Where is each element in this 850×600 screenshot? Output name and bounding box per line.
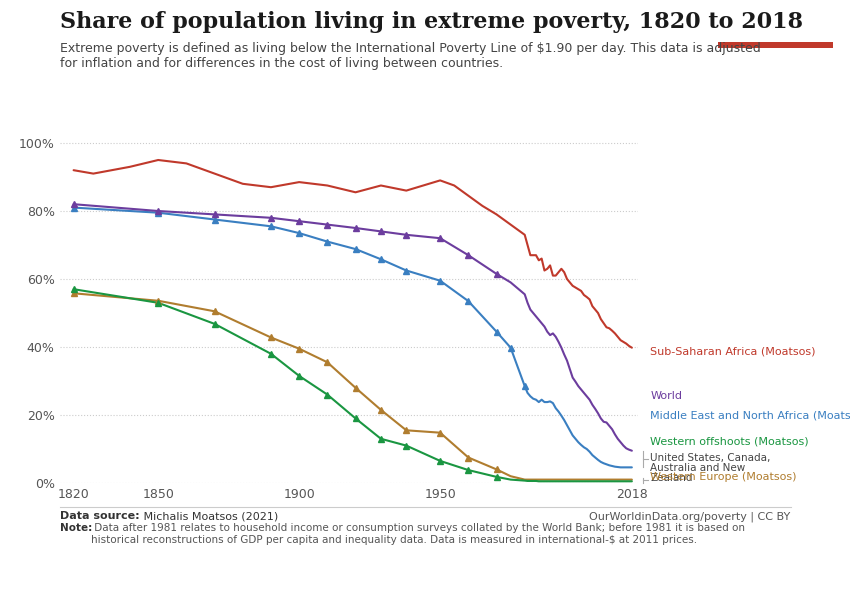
Text: Western Europe (Moatsos): Western Europe (Moatsos): [650, 472, 796, 482]
Text: in Data: in Data: [753, 26, 798, 36]
Text: Michalis Moatsos (2021): Michalis Moatsos (2021): [140, 511, 279, 521]
Text: OurWorldinData.org/poverty | CC BY: OurWorldinData.org/poverty | CC BY: [589, 511, 790, 521]
Text: Data source:: Data source:: [60, 511, 139, 521]
Text: Australia and New: Australia and New: [650, 463, 745, 473]
Text: Data after 1981 relates to household income or consumption surveys collated by t: Data after 1981 relates to household inc…: [91, 523, 745, 545]
Text: Sub-Saharan Africa (Moatsos): Sub-Saharan Africa (Moatsos): [650, 346, 816, 356]
Text: Extreme poverty is defined as living below the International Poverty Line of $1.: Extreme poverty is defined as living bel…: [60, 42, 760, 70]
Text: Our World: Our World: [744, 11, 808, 20]
Text: Middle East and North Africa (Moats.: Middle East and North Africa (Moats.: [650, 411, 850, 421]
Text: Zealand: Zealand: [650, 473, 693, 483]
Text: World: World: [650, 391, 683, 401]
Bar: [718, 42, 833, 48]
Text: Note:: Note:: [60, 523, 92, 533]
Text: Western offshoots (Moatsos): Western offshoots (Moatsos): [650, 437, 809, 446]
Text: Share of population living in extreme poverty, 1820 to 2018: Share of population living in extreme po…: [60, 11, 802, 33]
Text: United States, Canada,: United States, Canada,: [650, 453, 771, 463]
